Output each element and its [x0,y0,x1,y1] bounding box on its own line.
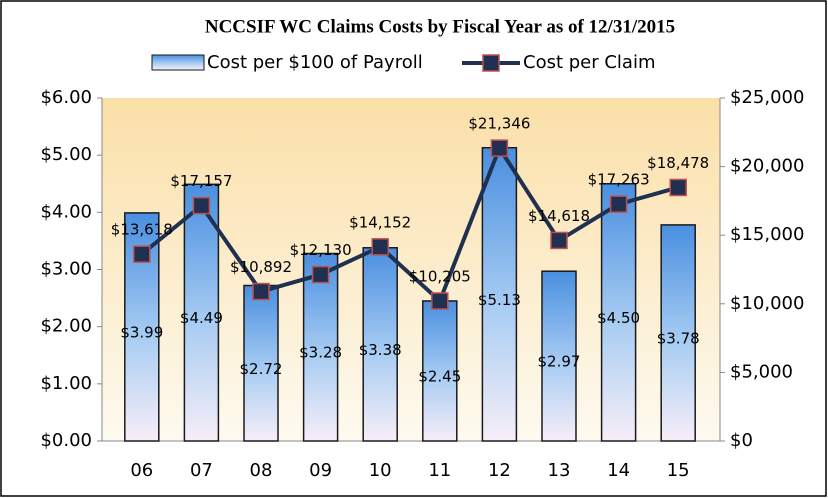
bar [243,284,279,442]
y2-tick-label: $5,000 [730,361,793,382]
data-label: $10,892 [230,258,292,276]
x-tick-label: 06 [130,460,153,481]
data-label: $3.28 [299,344,342,362]
marker [669,178,687,197]
data-label: $5.13 [478,291,521,309]
data-label: $3.38 [359,341,402,359]
bar [481,146,518,442]
marker [609,195,628,213]
marker [490,139,509,157]
x-tick-label: 08 [250,460,273,481]
y-tick-label: $6.00 [40,87,92,108]
data-label: $3.78 [657,329,700,347]
bar [302,252,339,442]
data-label: $2.97 [538,353,581,371]
x-tick-label: 13 [548,460,571,481]
legend-marker [482,54,500,72]
y-tick-label: $5.00 [40,144,92,165]
chart-title: NCCSIF WC Claims Costs by Fiscal Year as… [205,16,675,37]
x-tick-label: 15 [667,460,690,481]
x-tick-label: 11 [428,460,451,481]
marker [371,238,389,256]
bar [541,270,577,442]
bar [600,183,637,442]
marker [550,231,568,250]
x-tick-label: 12 [488,460,511,481]
legend-swatch [151,54,205,71]
data-label: $21,346 [468,115,530,133]
marker [252,282,270,301]
y-tick-label: $4.00 [40,201,92,222]
data-label: $4.49 [180,309,223,327]
marker [311,265,330,284]
data-label: $17,157 [170,172,232,190]
y2-tick-label: $10,000 [730,293,804,314]
y-tick-label: $1.00 [40,373,92,394]
bar [422,300,458,442]
data-label: $14,618 [528,207,590,225]
y2-tick-label: $15,000 [730,224,804,245]
data-label: $13,618 [111,221,173,239]
data-label: $17,263 [588,171,650,189]
marker [192,196,211,215]
y2-tick-label: $20,000 [730,156,804,177]
legend-label: Cost per $100 of Payroll [207,52,423,73]
data-label: $3.99 [120,323,163,341]
data-label: $10,205 [409,267,471,285]
data-label: $2.45 [418,367,461,385]
data-label: $12,130 [290,241,352,259]
legend-label: Cost per Claim [523,52,656,73]
y2-tick-label: $25,000 [730,87,804,108]
y-tick-label: $2.00 [40,316,92,337]
bar [183,183,220,442]
x-tick-label: 07 [190,460,213,481]
x-tick-label: 10 [369,460,392,481]
y2-tick-label: $0 [730,430,753,451]
x-tick-label: 14 [607,460,630,481]
data-label: $18,478 [647,154,709,172]
x-tick-label: 09 [309,460,332,481]
y-tick-label: $3.00 [40,259,92,280]
y-tick-label: $0.00 [40,430,92,451]
bar [660,224,696,442]
data-label: $2.72 [240,360,283,378]
marker [431,292,449,310]
data-label: $14,152 [349,213,411,231]
data-label: $4.50 [597,309,640,327]
line [140,143,679,305]
marker [133,245,151,263]
